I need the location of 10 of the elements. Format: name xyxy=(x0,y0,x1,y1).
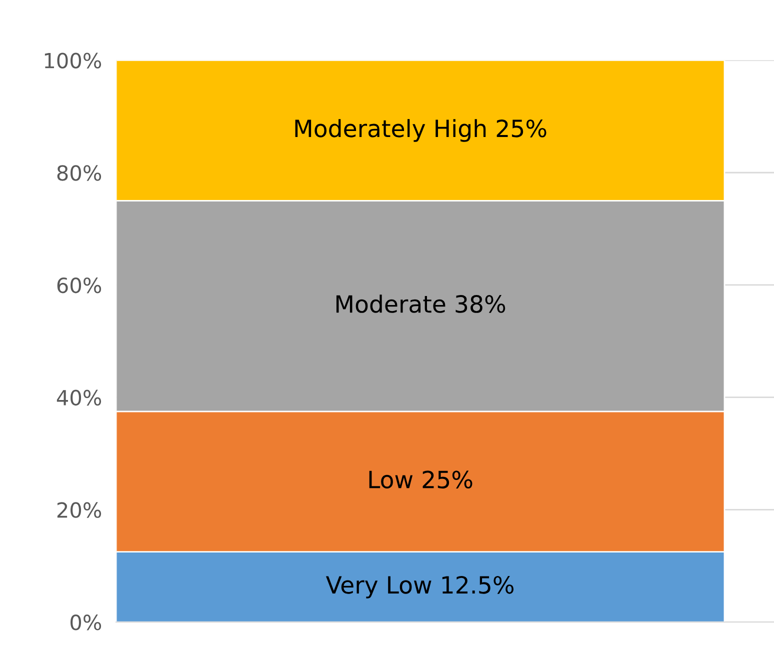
data-label: Moderately High 25% xyxy=(295,119,546,142)
y-tick-label: 0% xyxy=(70,614,102,630)
data-label: Moderate 38% xyxy=(336,294,506,313)
y-tick-label: 40% xyxy=(56,390,102,406)
y-tick-label: 100% xyxy=(44,52,102,68)
data-label: Low 25% xyxy=(369,470,472,488)
y-tick-label: 60% xyxy=(57,277,102,294)
data-label: Very Low 12.5% xyxy=(326,576,514,598)
y-tick-label: 80% xyxy=(57,165,102,181)
y-tick-label: 20% xyxy=(57,502,102,518)
